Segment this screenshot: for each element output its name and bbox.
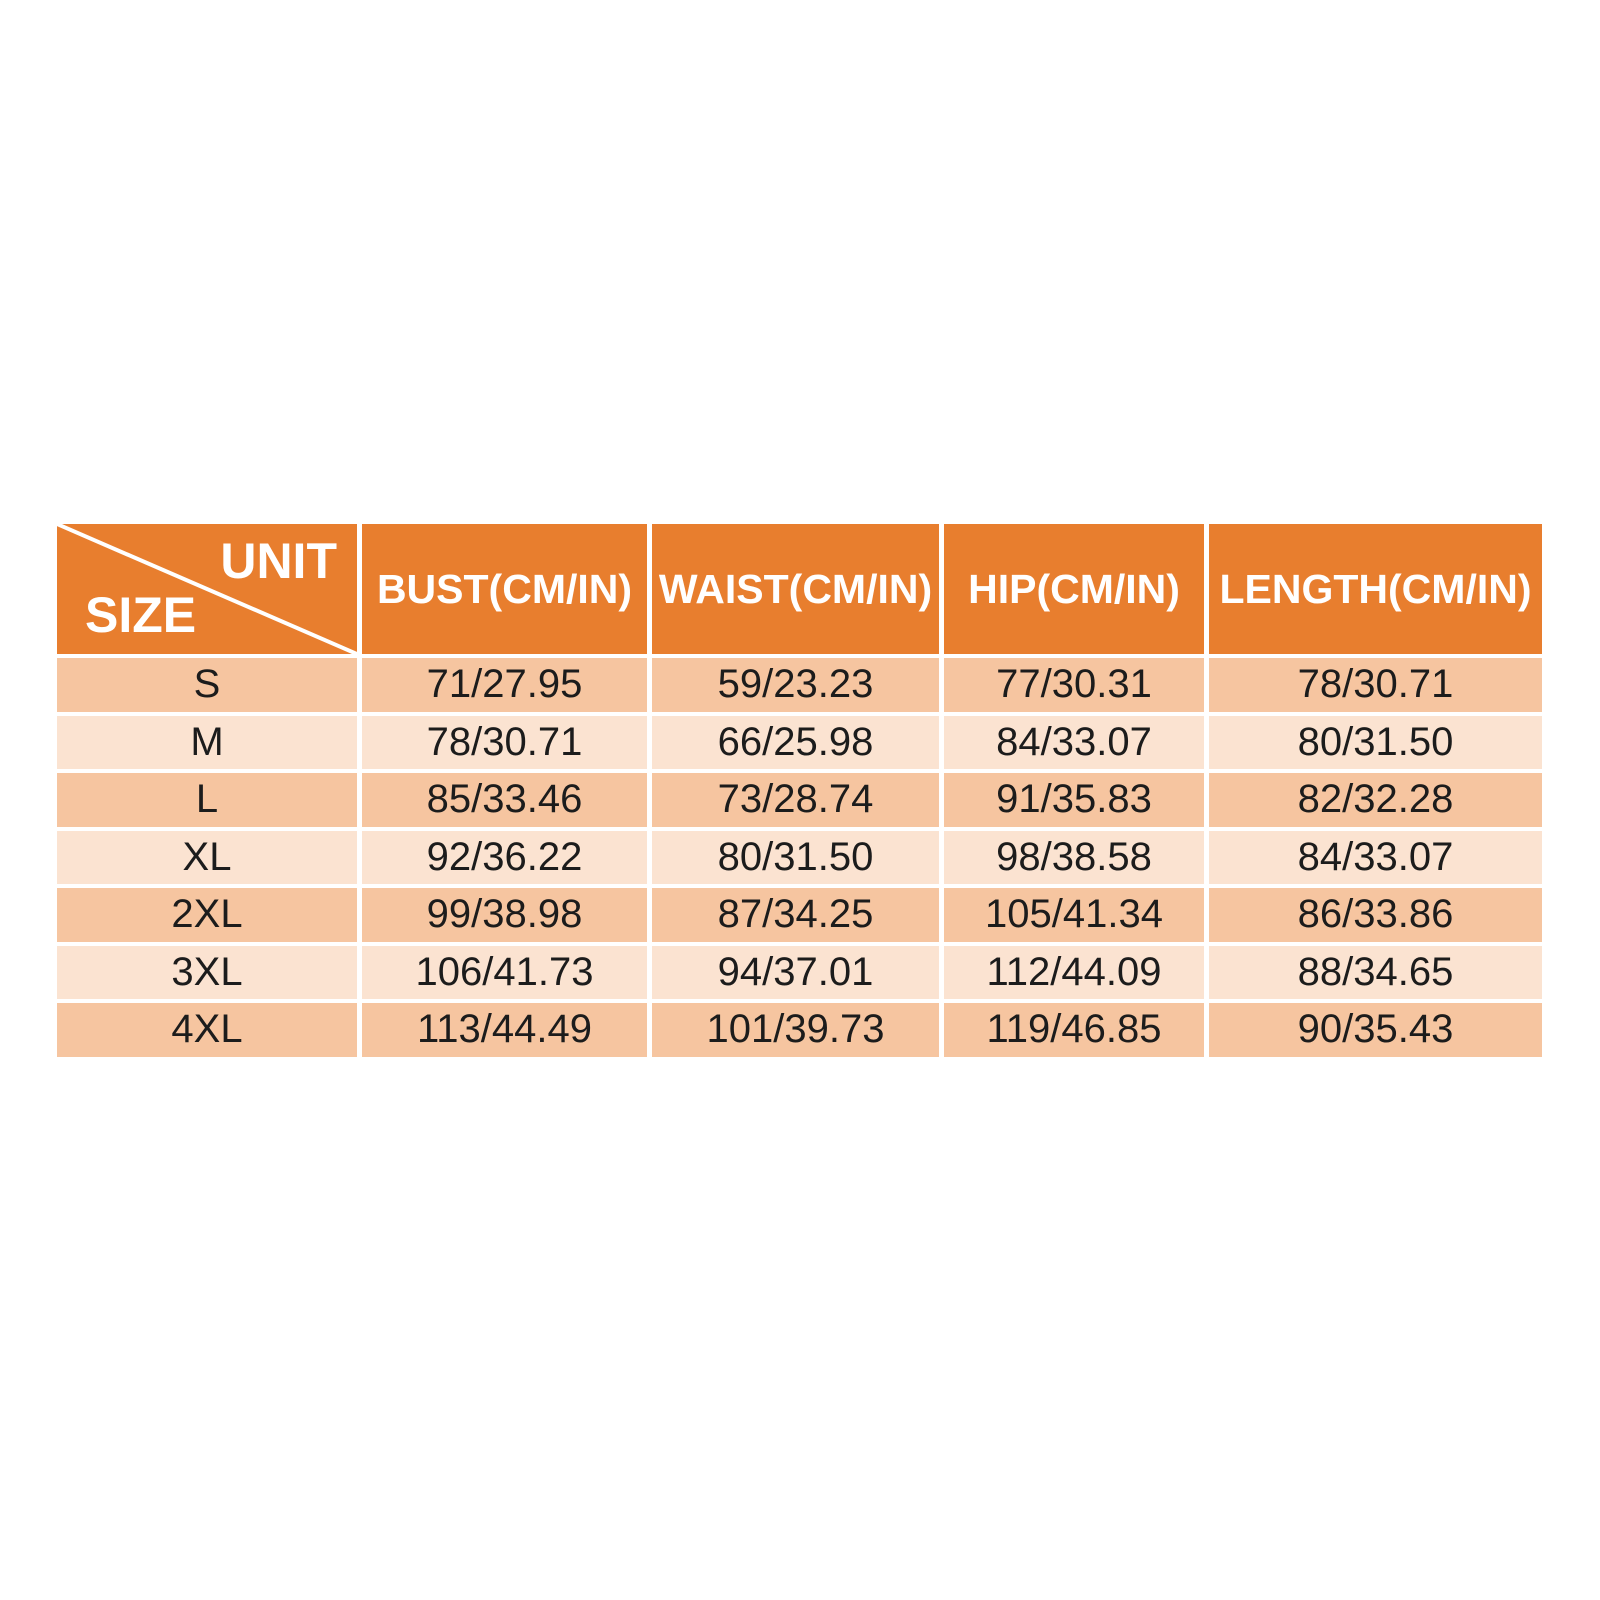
measurement-cell: 59/23.23 [652,658,939,712]
measurement-cell: 112/44.09 [944,945,1204,999]
size-cell: S [57,658,357,712]
column-header-waist: WAIST(CM/IN) [652,524,939,654]
measurement-cell: 84/33.07 [944,715,1204,769]
measurement-cell: 90/35.43 [1209,1003,1542,1057]
size-cell: 3XL [57,945,357,999]
diagonal-divider-line [57,524,357,654]
measurement-cell: 99/38.98 [362,888,647,942]
measurement-cell: 78/30.71 [1209,658,1542,712]
measurement-cell: 82/32.28 [1209,773,1542,827]
measurement-cell: 86/33.86 [1209,888,1542,942]
measurement-cell: 105/41.34 [944,888,1204,942]
unit-corner-label: UNIT [220,533,337,589]
measurement-cell: 66/25.98 [652,715,939,769]
measurement-cell: 98/38.58 [944,830,1204,884]
measurement-cell: 78/30.71 [362,715,647,769]
measurement-cell: 85/33.46 [362,773,647,827]
size-corner-label: SIZE [85,587,197,643]
measurement-cell: 88/34.65 [1209,945,1542,999]
measurement-cell: 91/35.83 [944,773,1204,827]
measurement-cell: 92/36.22 [362,830,647,884]
measurement-cell: 77/30.31 [944,658,1204,712]
measurement-cell: 119/46.85 [944,1003,1204,1057]
column-header-length: LENGTH(CM/IN) [1209,524,1542,654]
measurement-cell: 84/33.07 [1209,830,1542,884]
measurement-cell: 71/27.95 [362,658,647,712]
size-cell: M [57,715,357,769]
column-header-bust: BUST(CM/IN) [362,524,647,654]
measurement-cell: 94/37.01 [652,945,939,999]
measurement-cell: 101/39.73 [652,1003,939,1057]
measurement-cell: 113/44.49 [362,1003,647,1057]
size-cell: L [57,773,357,827]
size-cell: 2XL [57,888,357,942]
column-header-hip: HIP(CM/IN) [944,524,1204,654]
size-cell: 4XL [57,1003,357,1057]
measurement-cell: 80/31.50 [652,830,939,884]
measurement-cell: 80/31.50 [1209,715,1542,769]
measurement-cell: 106/41.73 [362,945,647,999]
size-chart-table: UNIT SIZE BUST(CM/IN) WAIST(CM/IN) HIP(C… [57,524,1542,1057]
size-cell: XL [57,830,357,884]
measurement-cell: 73/28.74 [652,773,939,827]
corner-cell: UNIT SIZE [57,524,357,654]
measurement-cell: 87/34.25 [652,888,939,942]
